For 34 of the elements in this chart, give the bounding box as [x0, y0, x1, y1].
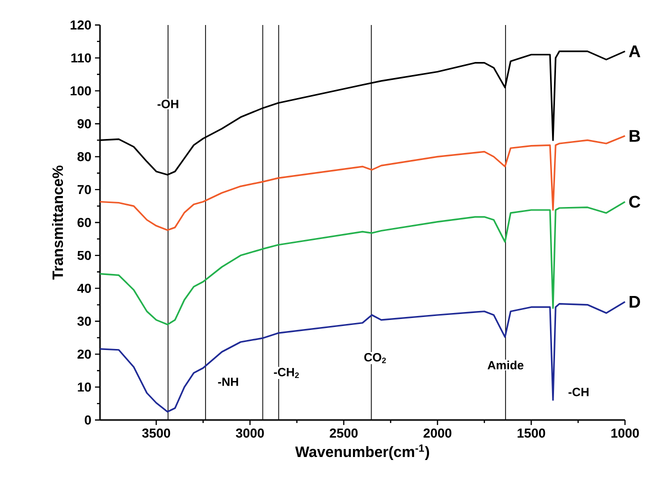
x-tick-label: 3000 [236, 428, 264, 438]
y-tick-label: 110 [71, 53, 91, 62]
y-tick-label: 80 [77, 152, 91, 162]
series-label: B [630, 130, 640, 142]
x-axis-title: Wavenumber(cm$^{-1}$) [295, 444, 430, 460]
y-tick-label: 20 [78, 350, 91, 359]
series-label: C [629, 196, 640, 208]
annotation: -CH [568, 388, 588, 396]
y-tick-label: 90 [78, 119, 91, 128]
y-tick-label: 70 [78, 184, 91, 194]
y-tick-label: 10 [78, 382, 91, 392]
annotation: -OH [158, 100, 178, 108]
x-tick-label: 2000 [424, 428, 452, 438]
y-tick-label: 40 [77, 284, 91, 293]
y-tick-label: 100 [70, 86, 91, 96]
series-label: D [630, 296, 640, 308]
y-tick-label: 50 [77, 250, 91, 260]
series-label: A [628, 46, 640, 58]
x-tick-label: 2500 [330, 428, 358, 438]
y-tick-label: 60 [78, 218, 91, 228]
x-tick-label: 1000 [611, 428, 639, 438]
y-tick-label: 120 [70, 20, 91, 30]
x-tick-label: 3500 [142, 428, 170, 438]
line-series [99, 301, 626, 413]
y-tick-label: 30 [77, 316, 91, 326]
annotation: Amide [488, 360, 524, 370]
line-series [99, 200, 626, 326]
annotation: -CH$_{2}$ [274, 368, 299, 378]
y-axis-title: Transmittance% [52, 166, 64, 280]
y-tick-label: 0 [84, 415, 91, 425]
line-series [99, 135, 626, 231]
x-tick-label: 1500 [518, 428, 546, 438]
annotation: CO$_{2}$ [364, 353, 386, 364]
annotation: -NH [218, 378, 238, 386]
